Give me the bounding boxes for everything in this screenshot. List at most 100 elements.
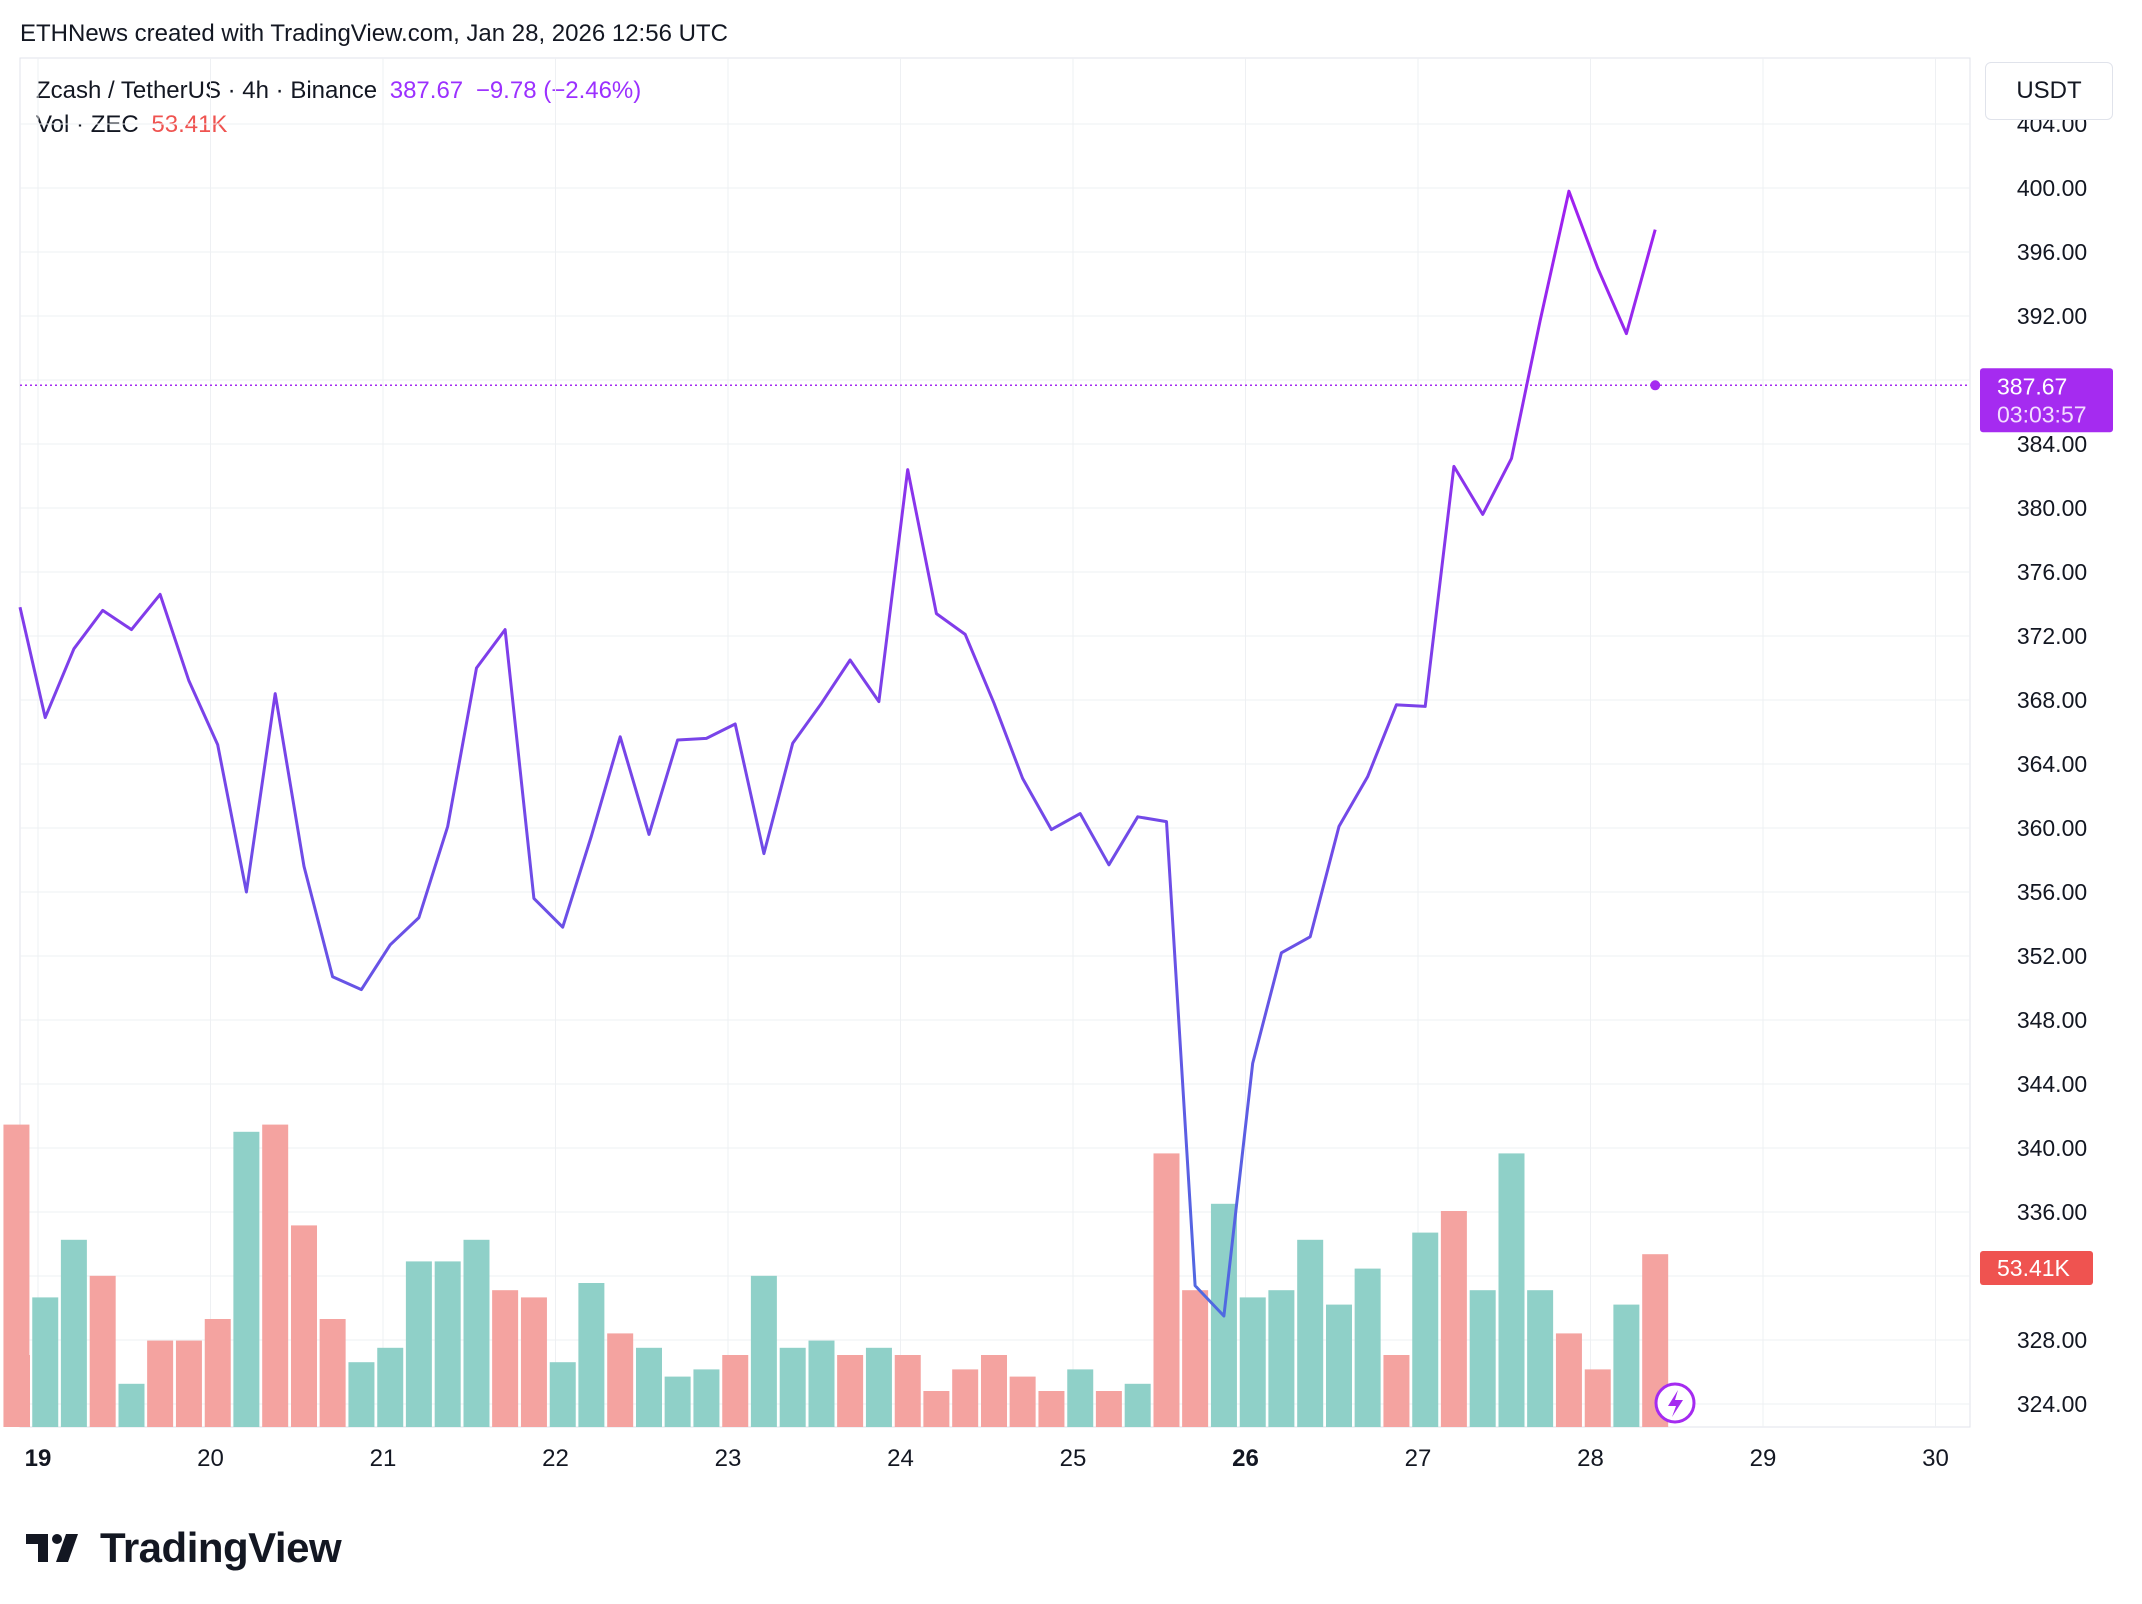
price-axis-label: 356.00	[2017, 879, 2087, 905]
volume-bar	[1412, 1232, 1439, 1427]
chart-caption: ETHNews created with TradingView.com, Ja…	[20, 20, 728, 47]
volume-bar	[1527, 1290, 1554, 1427]
volume-bars	[3, 1124, 1669, 1427]
price-axis-label: 384.00	[2017, 431, 2087, 457]
time-axis-label: 26	[1232, 1445, 1259, 1472]
price-axis-label: 328.00	[2017, 1327, 2087, 1353]
tradingview-mark-icon	[26, 1534, 78, 1562]
time-axis-label: 24	[887, 1445, 914, 1472]
volume-bar	[3, 1124, 30, 1427]
volume-bar	[1469, 1290, 1496, 1427]
volume-bar	[607, 1333, 634, 1427]
volume-bar	[89, 1275, 116, 1427]
last-price-dot	[1650, 380, 1661, 391]
price-axis-label: 396.00	[2017, 239, 2087, 265]
volume-bar	[463, 1239, 490, 1427]
volume-bar	[722, 1355, 749, 1427]
volume-bar	[952, 1369, 979, 1427]
volume-bar	[32, 1297, 59, 1427]
volume-bar	[118, 1383, 145, 1427]
price-axis-label: 400.00	[2017, 175, 2087, 201]
price-axis-label: 340.00	[2017, 1135, 2087, 1161]
price-axis-label: 392.00	[2017, 303, 2087, 329]
price-axis-label: 344.00	[2017, 1071, 2087, 1097]
volume-bar	[1325, 1304, 1352, 1427]
volume-tag: 53.41K	[1980, 1251, 2093, 1285]
brand-name: TradingView	[100, 1524, 342, 1571]
last-price-tag-value: 387.67	[1997, 373, 2067, 399]
currency-unit-button[interactable]: USDT	[1985, 62, 2113, 120]
last-price-tag-countdown: 03:03:57	[1997, 401, 2087, 427]
volume-bar	[60, 1239, 87, 1427]
volume-bar	[1440, 1211, 1467, 1427]
price-axis-label: 376.00	[2017, 559, 2087, 585]
volume-bar	[980, 1355, 1007, 1427]
volume-bar	[923, 1391, 950, 1427]
volume-bar	[779, 1347, 806, 1427]
price-line-group	[18, 189, 1970, 1424]
volume-bar	[1584, 1369, 1611, 1427]
plot-frame	[19, 57, 1971, 1428]
volume-bar	[1038, 1391, 1065, 1427]
volume-bar	[1297, 1239, 1324, 1427]
legend-price: 387.67	[389, 77, 464, 104]
time-axis-label: 19	[25, 1445, 52, 1472]
volume-bar	[750, 1275, 777, 1427]
volume-bar	[894, 1355, 921, 1427]
volume-bar	[693, 1369, 720, 1427]
price-axis-label: 324.00	[2017, 1391, 2087, 1417]
volume-bar	[549, 1362, 576, 1427]
volume-bar	[1239, 1297, 1266, 1427]
time-axis-label: 21	[370, 1445, 397, 1472]
legend-change: −9.78 (−2.46%)	[475, 77, 642, 104]
price-axis-label: 360.00	[2017, 815, 2087, 841]
time-axis-label: 27	[1405, 1445, 1432, 1472]
volume-bar	[1383, 1355, 1410, 1427]
volume-bar	[1009, 1376, 1036, 1427]
price-axis-label: 364.00	[2017, 751, 2087, 777]
price-axis-label: 380.00	[2017, 495, 2087, 521]
volume-bar	[492, 1290, 519, 1427]
volume-bar	[147, 1340, 174, 1427]
time-axis-label: 23	[715, 1445, 742, 1472]
price-axis-label: 336.00	[2017, 1199, 2087, 1225]
volume-bar	[1095, 1391, 1122, 1427]
volume-bar	[1067, 1369, 1094, 1427]
marker-bolt	[1668, 1390, 1683, 1417]
volume-bar	[1613, 1304, 1640, 1427]
price-axis-label: 352.00	[2017, 943, 2087, 969]
volume-bar	[1124, 1383, 1151, 1427]
volume-bar	[1555, 1333, 1582, 1427]
volume-bar	[865, 1347, 892, 1427]
price-axis[interactable]: 324.00 328.00 336.00 340.00 344.00 348.00 352.…	[2017, 111, 2087, 1417]
last-price-tag-bg	[1980, 368, 2113, 433]
volume-bar	[290, 1225, 317, 1427]
volume-bar	[377, 1347, 404, 1427]
time-axis[interactable]: 19 20 21 22 23 24 25 26 27 28 29 30	[25, 1445, 1949, 1472]
volume-bar	[348, 1362, 375, 1427]
price-axis-label: 348.00	[2017, 1007, 2087, 1033]
lightning-marker-icon[interactable]	[1654, 1382, 1696, 1424]
legend-price-row: Zcash / TetherUS · 4h · Binance 387.67 −…	[36, 74, 647, 108]
time-axis-label: 29	[1750, 1445, 1777, 1472]
chart-grid	[19, 57, 1971, 1428]
volume-bar	[1354, 1268, 1381, 1427]
volume-bar	[1182, 1290, 1209, 1427]
volume-bar	[808, 1340, 835, 1427]
volume-bar	[578, 1283, 605, 1427]
time-axis-label: 28	[1577, 1445, 1604, 1472]
volume-bar	[175, 1340, 202, 1427]
volume-bar	[1153, 1153, 1180, 1427]
volume-bar	[520, 1297, 547, 1427]
time-axis-label: 20	[197, 1445, 224, 1472]
volume-tag-value: 53.41K	[1997, 1255, 2071, 1281]
volume-bar	[405, 1261, 432, 1427]
volume-bar	[1498, 1153, 1525, 1427]
tradingview-logo[interactable]: TradingView	[26, 1524, 342, 1572]
time-axis-label: 30	[1922, 1445, 1949, 1472]
price-line	[18, 189, 1657, 1318]
volume-bar	[837, 1355, 864, 1427]
